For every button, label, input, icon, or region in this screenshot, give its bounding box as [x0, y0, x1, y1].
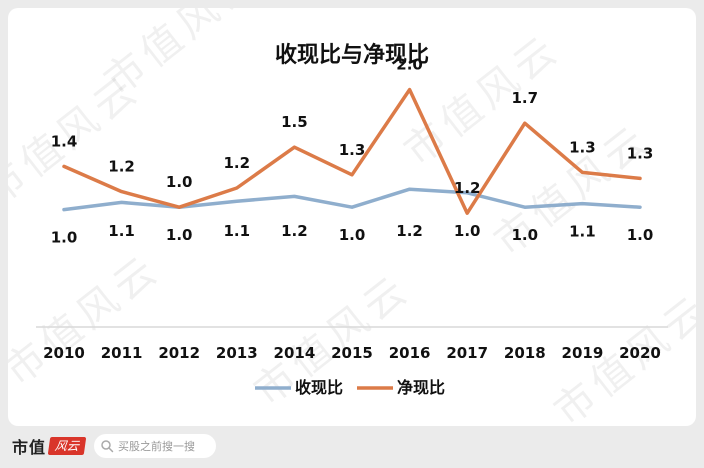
brand[interactable]: 市值 风云	[12, 434, 87, 458]
data-label-sxb: 1.0	[339, 226, 366, 244]
footer-bar: 市值 风云 买股之前搜一搜	[0, 426, 704, 468]
data-label-jxb: 2.0	[396, 56, 423, 74]
data-label-sxb: 1.0	[166, 226, 193, 244]
data-label-sxb: 1.0	[627, 226, 654, 244]
data-label-jxb: 1.3	[627, 144, 654, 162]
chart-card: 市值风云 市值风云 市值风云 市值风云 市值风云 市值风云 市值风云	[8, 8, 696, 426]
x-tick-label: 2012	[158, 344, 200, 362]
data-label-jxb: 1.0	[166, 173, 193, 191]
data-label-jxb: 1.3	[339, 141, 366, 159]
brand-logo: 风云	[47, 437, 87, 455]
x-tick-label: 2017	[446, 344, 488, 362]
series-line-1	[62, 187, 642, 212]
data-label-sxb: 1.0	[51, 229, 78, 247]
x-tick-label: 2013	[216, 344, 258, 362]
line-chart: 收现比与净现比 1.41.21.01.21.51.32.01.21.71.3 1.…	[36, 42, 668, 397]
search-icon	[101, 440, 114, 453]
data-label-sxb: 1.0	[454, 222, 481, 240]
data-label-jxb: 1.7	[512, 89, 539, 107]
legend-label: 净现比	[397, 378, 445, 397]
x-tick-label: 2011	[101, 344, 143, 362]
data-label-sxb: 1.0	[512, 226, 539, 244]
x-tick-label: 2014	[274, 344, 316, 362]
data-label-sxb: 1.1	[224, 222, 251, 240]
x-tick-labels: 2010 2011 2012 2013 2014 2015 2016 2017 2018 2019…	[43, 344, 661, 362]
chart-title: 收现比与净现比	[275, 42, 429, 68]
data-label-sxb: 1.1	[569, 223, 596, 241]
x-tick-label: 2016	[389, 344, 431, 362]
legend: 收现比 净现比	[255, 378, 445, 397]
data-label-sxb: 1.2	[281, 222, 308, 240]
x-tick-label: 2015	[331, 344, 373, 362]
series-line-2	[62, 87, 642, 215]
series-layer: 1.4 1.2 1.0 1.2 1.5 1.3 2.0 1.2 1.7 1.3 1.3 1.0 1.1 1…	[51, 56, 654, 247]
brand-name: 市值	[12, 438, 47, 457]
data-label-jxb: 1.2	[224, 154, 251, 172]
x-tick-label: 2018	[504, 344, 546, 362]
x-tick-label: 2019	[562, 344, 604, 362]
data-label-jxb: 1.3	[569, 138, 596, 156]
x-tick-label: 2010	[43, 344, 85, 362]
search-box[interactable]: 买股之前搜一搜	[94, 434, 216, 458]
data-label-sxb: 1.2	[396, 222, 423, 240]
data-label-jxb: 1.4	[51, 132, 78, 150]
data-label-sxb: 1.1	[108, 222, 135, 240]
data-label-jxb: 1.5	[281, 113, 308, 131]
x-tick-label: 2020	[619, 344, 661, 362]
legend-label: 收现比	[295, 378, 343, 397]
data-label-jxb: 1.2	[108, 158, 135, 176]
data-label-jxb: 1.2	[454, 179, 481, 197]
search-placeholder: 买股之前搜一搜	[118, 440, 195, 453]
